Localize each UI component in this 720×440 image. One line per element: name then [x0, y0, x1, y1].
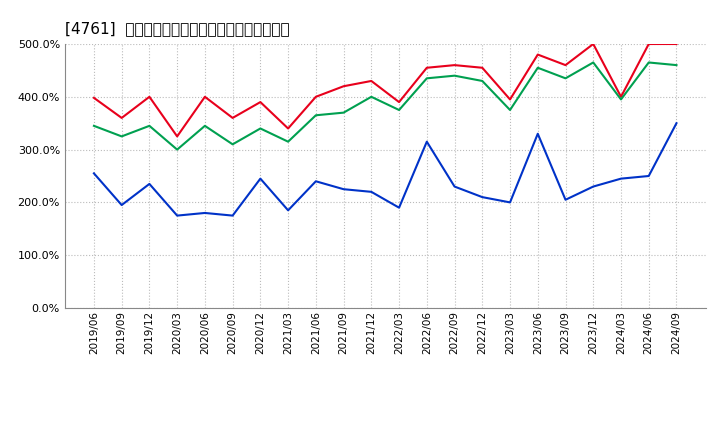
当座比率: [644, 60, 653, 65]
現預金比率: [201, 210, 210, 216]
流動比率: [589, 41, 598, 47]
現預金比率: [616, 176, 625, 181]
流動比率: [534, 52, 542, 57]
現預金比率: [145, 181, 154, 187]
流動比率: [644, 41, 653, 47]
流動比率: [450, 62, 459, 68]
現預金比率: [228, 213, 237, 218]
現預金比率: [478, 194, 487, 200]
当座比率: [534, 65, 542, 70]
当座比率: [228, 142, 237, 147]
流動比率: [395, 99, 403, 105]
当座比率: [423, 76, 431, 81]
当座比率: [201, 123, 210, 128]
当座比率: [339, 110, 348, 115]
当座比率: [395, 107, 403, 113]
現預金比率: [312, 179, 320, 184]
流動比率: [173, 134, 181, 139]
当座比率: [117, 134, 126, 139]
当座比率: [284, 139, 292, 144]
Line: 当座比率: 当座比率: [94, 62, 677, 150]
現預金比率: [256, 176, 265, 181]
流動比率: [505, 97, 514, 102]
当座比率: [450, 73, 459, 78]
現預金比率: [423, 139, 431, 144]
現預金比率: [589, 184, 598, 189]
Line: 流動比率: 流動比率: [94, 44, 677, 136]
当座比率: [561, 76, 570, 81]
現預金比率: [395, 205, 403, 210]
流動比率: [672, 41, 681, 47]
当座比率: [145, 123, 154, 128]
現預金比率: [173, 213, 181, 218]
流動比率: [228, 115, 237, 121]
当座比率: [505, 107, 514, 113]
現預金比率: [644, 173, 653, 179]
Line: 現預金比率: 現預金比率: [94, 123, 677, 216]
流動比率: [145, 94, 154, 99]
流動比率: [89, 95, 98, 100]
当座比率: [312, 113, 320, 118]
流動比率: [423, 65, 431, 70]
現預金比率: [534, 131, 542, 136]
流動比率: [561, 62, 570, 68]
流動比率: [478, 65, 487, 70]
現預金比率: [505, 200, 514, 205]
流動比率: [367, 78, 376, 84]
現預金比率: [89, 171, 98, 176]
Text: [4761]  流動比率、当座比率、現預金比率の推移: [4761] 流動比率、当座比率、現預金比率の推移: [65, 21, 289, 36]
現預金比率: [561, 197, 570, 202]
流動比率: [256, 99, 265, 105]
流動比率: [616, 94, 625, 99]
現預金比率: [284, 208, 292, 213]
現預金比率: [117, 202, 126, 208]
当座比率: [672, 62, 681, 68]
当座比率: [256, 126, 265, 131]
現預金比率: [450, 184, 459, 189]
当座比率: [589, 60, 598, 65]
現預金比率: [339, 187, 348, 192]
当座比率: [478, 78, 487, 84]
流動比率: [284, 126, 292, 131]
流動比率: [339, 84, 348, 89]
現預金比率: [672, 121, 681, 126]
当座比率: [89, 123, 98, 128]
当座比率: [173, 147, 181, 152]
流動比率: [312, 94, 320, 99]
流動比率: [117, 115, 126, 121]
当座比率: [367, 94, 376, 99]
流動比率: [201, 94, 210, 99]
現預金比率: [367, 189, 376, 194]
当座比率: [616, 97, 625, 102]
